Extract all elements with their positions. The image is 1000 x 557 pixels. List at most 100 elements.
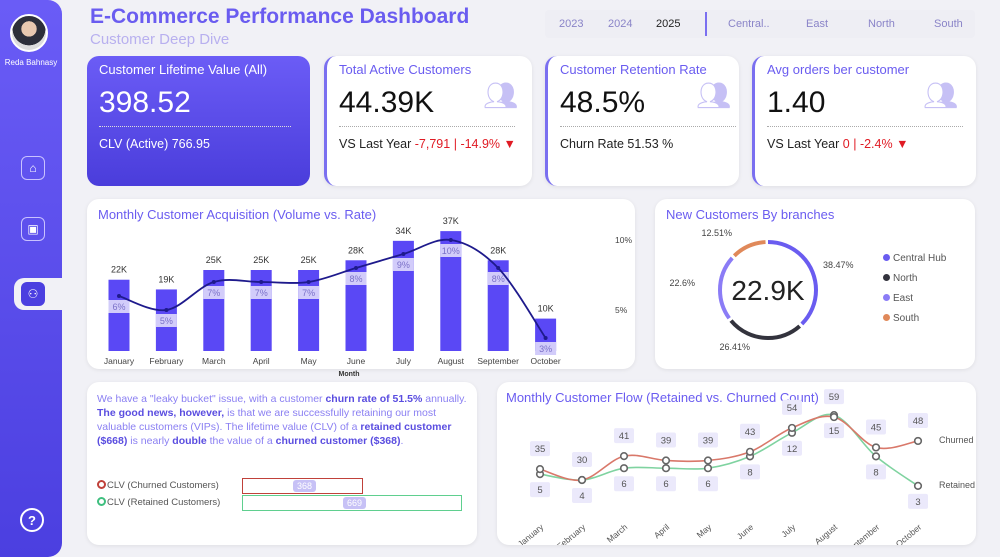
insight-segment: double <box>172 435 207 447</box>
rate-point <box>306 280 311 284</box>
churned-label-bg <box>614 428 634 444</box>
region-north[interactable]: North <box>868 18 895 30</box>
rate-label: 7% <box>302 288 315 298</box>
year-2025[interactable]: 2025 <box>656 18 681 30</box>
bar-label: 28K <box>490 245 506 255</box>
churned-point <box>661 456 671 465</box>
delta: 0 <box>842 137 850 151</box>
clv-churned-bar: 368 <box>242 478 363 494</box>
filter-divider <box>705 12 707 36</box>
chart-title: Monthly Customer Flow (Retained vs. Chur… <box>506 390 819 405</box>
kpi-retention-card: Customer Retention Rate 48.5% 👥︎ Churn R… <box>545 56 739 186</box>
retained-label-bg <box>866 464 886 480</box>
churned-point <box>619 452 629 461</box>
center-total: 22.9K <box>731 275 804 306</box>
rate-point <box>448 238 453 242</box>
x-tick-label: March <box>605 522 630 545</box>
churned-point <box>577 475 587 485</box>
legend-label: East <box>893 293 914 304</box>
help-icon[interactable]: ? <box>20 508 44 532</box>
x-tick-label: April <box>253 356 270 366</box>
retained-label-bg <box>614 476 634 492</box>
churned-label: 43 <box>745 427 756 438</box>
region-central[interactable]: Central.. <box>728 18 770 30</box>
kpi-label: Customer Retention Rate <box>560 62 707 77</box>
rate-point <box>117 294 121 298</box>
retained-label-bg <box>572 488 592 503</box>
customers-icon[interactable]: ⚇ <box>21 282 45 306</box>
bar-label: 22K <box>111 265 127 275</box>
filter-bar: 2023 2024 2025 Central.. East North Sout… <box>545 10 975 38</box>
insight-segment: The good news, however, <box>97 407 225 419</box>
value-chip: 368 <box>293 480 317 492</box>
nav-customers-active[interactable]: ⚇ <box>14 278 62 310</box>
year-2023[interactable]: 2023 <box>559 18 584 30</box>
retained-point <box>913 481 923 490</box>
churned-point <box>535 465 545 474</box>
legend-item[interactable]: North <box>883 273 917 284</box>
delta: -7,791 <box>414 137 451 151</box>
series-label-churned: Churned <box>939 435 974 445</box>
kpi-label: Customer Lifetime Value (All) <box>99 62 268 77</box>
retained-label: 15 <box>829 426 840 437</box>
rate-label-bg <box>298 286 320 299</box>
page-subtitle: Customer Deep Dive <box>90 31 230 48</box>
churned-line <box>539 415 919 482</box>
bar-label: 28K <box>348 245 364 255</box>
x-tick-label: February <box>555 521 588 545</box>
rate-label: 3% <box>539 344 552 354</box>
retained-label: 4 <box>579 491 584 502</box>
divider <box>339 126 515 127</box>
kpi-sub: Churn Rate 51.53 % <box>560 137 674 151</box>
kpi-label: Total Active Customers <box>339 62 472 77</box>
x-tick-label: May <box>301 356 318 366</box>
bar-label: 25K <box>301 255 317 265</box>
legend-dot-icon <box>883 294 890 301</box>
insight-card: We have a "leaky bucket" issue, with a c… <box>87 382 477 545</box>
slice-label: 22.6% <box>669 278 695 288</box>
chart-title: Monthly Customer Acquisition (Volume vs.… <box>98 207 377 222</box>
kpi-sub: VS Last Year 0 | -2.4% ▼ <box>767 137 908 151</box>
people-icon: 👥︎ <box>696 80 732 111</box>
legend-label: Central Hub <box>893 253 947 264</box>
home-icon[interactable]: ⌂ <box>21 156 45 180</box>
sidebar: Reda Bahnasy ⌂ ▣ ⚇ ? <box>0 0 62 557</box>
churned-label: 39 <box>703 435 714 446</box>
region-south[interactable]: South <box>934 18 963 30</box>
region-east[interactable]: East <box>806 18 829 30</box>
people-icon: 👥︎ <box>923 80 959 111</box>
x-tick-label: January <box>104 356 135 366</box>
kpi-avg-orders-card: Avg orders ber customer 1.40 👥︎ VS Last … <box>752 56 976 186</box>
legend-item[interactable]: South <box>883 313 919 324</box>
year-2024[interactable]: 2024 <box>608 18 633 30</box>
x-tick-label: June <box>347 356 366 366</box>
chart-title: New Customers By branches <box>666 207 835 222</box>
retained-label: 6 <box>621 479 626 490</box>
kpi-clv-card: Customer Lifetime Value (All) 398.52 CLV… <box>87 56 310 186</box>
retained-label: 8 <box>873 467 878 478</box>
legend-item[interactable]: East <box>883 293 913 304</box>
sep: | <box>453 137 457 151</box>
pct: -14.9% <box>460 137 501 151</box>
page-title: E-Commerce Performance Dashboard <box>90 5 470 28</box>
rate-label: 7% <box>255 288 268 298</box>
slice-label: 38.47% <box>823 260 854 270</box>
churned-point <box>787 423 797 433</box>
series-label-retained: Retained <box>939 480 975 490</box>
insight-segment: is nearly <box>127 435 173 447</box>
churned-label-bg <box>866 419 886 435</box>
retained-point <box>871 452 881 461</box>
kpi-active-customers-card: Total Active Customers 44.39K 👥︎ VS Last… <box>324 56 532 186</box>
x-tick-label: July <box>396 356 412 366</box>
report-icon[interactable]: ▣ <box>21 217 45 241</box>
down-arrow-icon: ▼ <box>896 137 909 151</box>
churned-label: 59 <box>829 392 840 403</box>
x-tick-label: April <box>652 522 672 541</box>
clv-retained-label: CLV (Retained Customers) <box>97 497 220 509</box>
clv-retained-bar: 669 <box>242 495 462 511</box>
legend-item[interactable]: Central Hub <box>883 253 946 264</box>
churned-label: 35 <box>535 444 546 455</box>
bar-label: 19K <box>158 274 174 284</box>
retained-label: 6 <box>705 479 710 490</box>
bar-label: 34K <box>395 226 411 236</box>
